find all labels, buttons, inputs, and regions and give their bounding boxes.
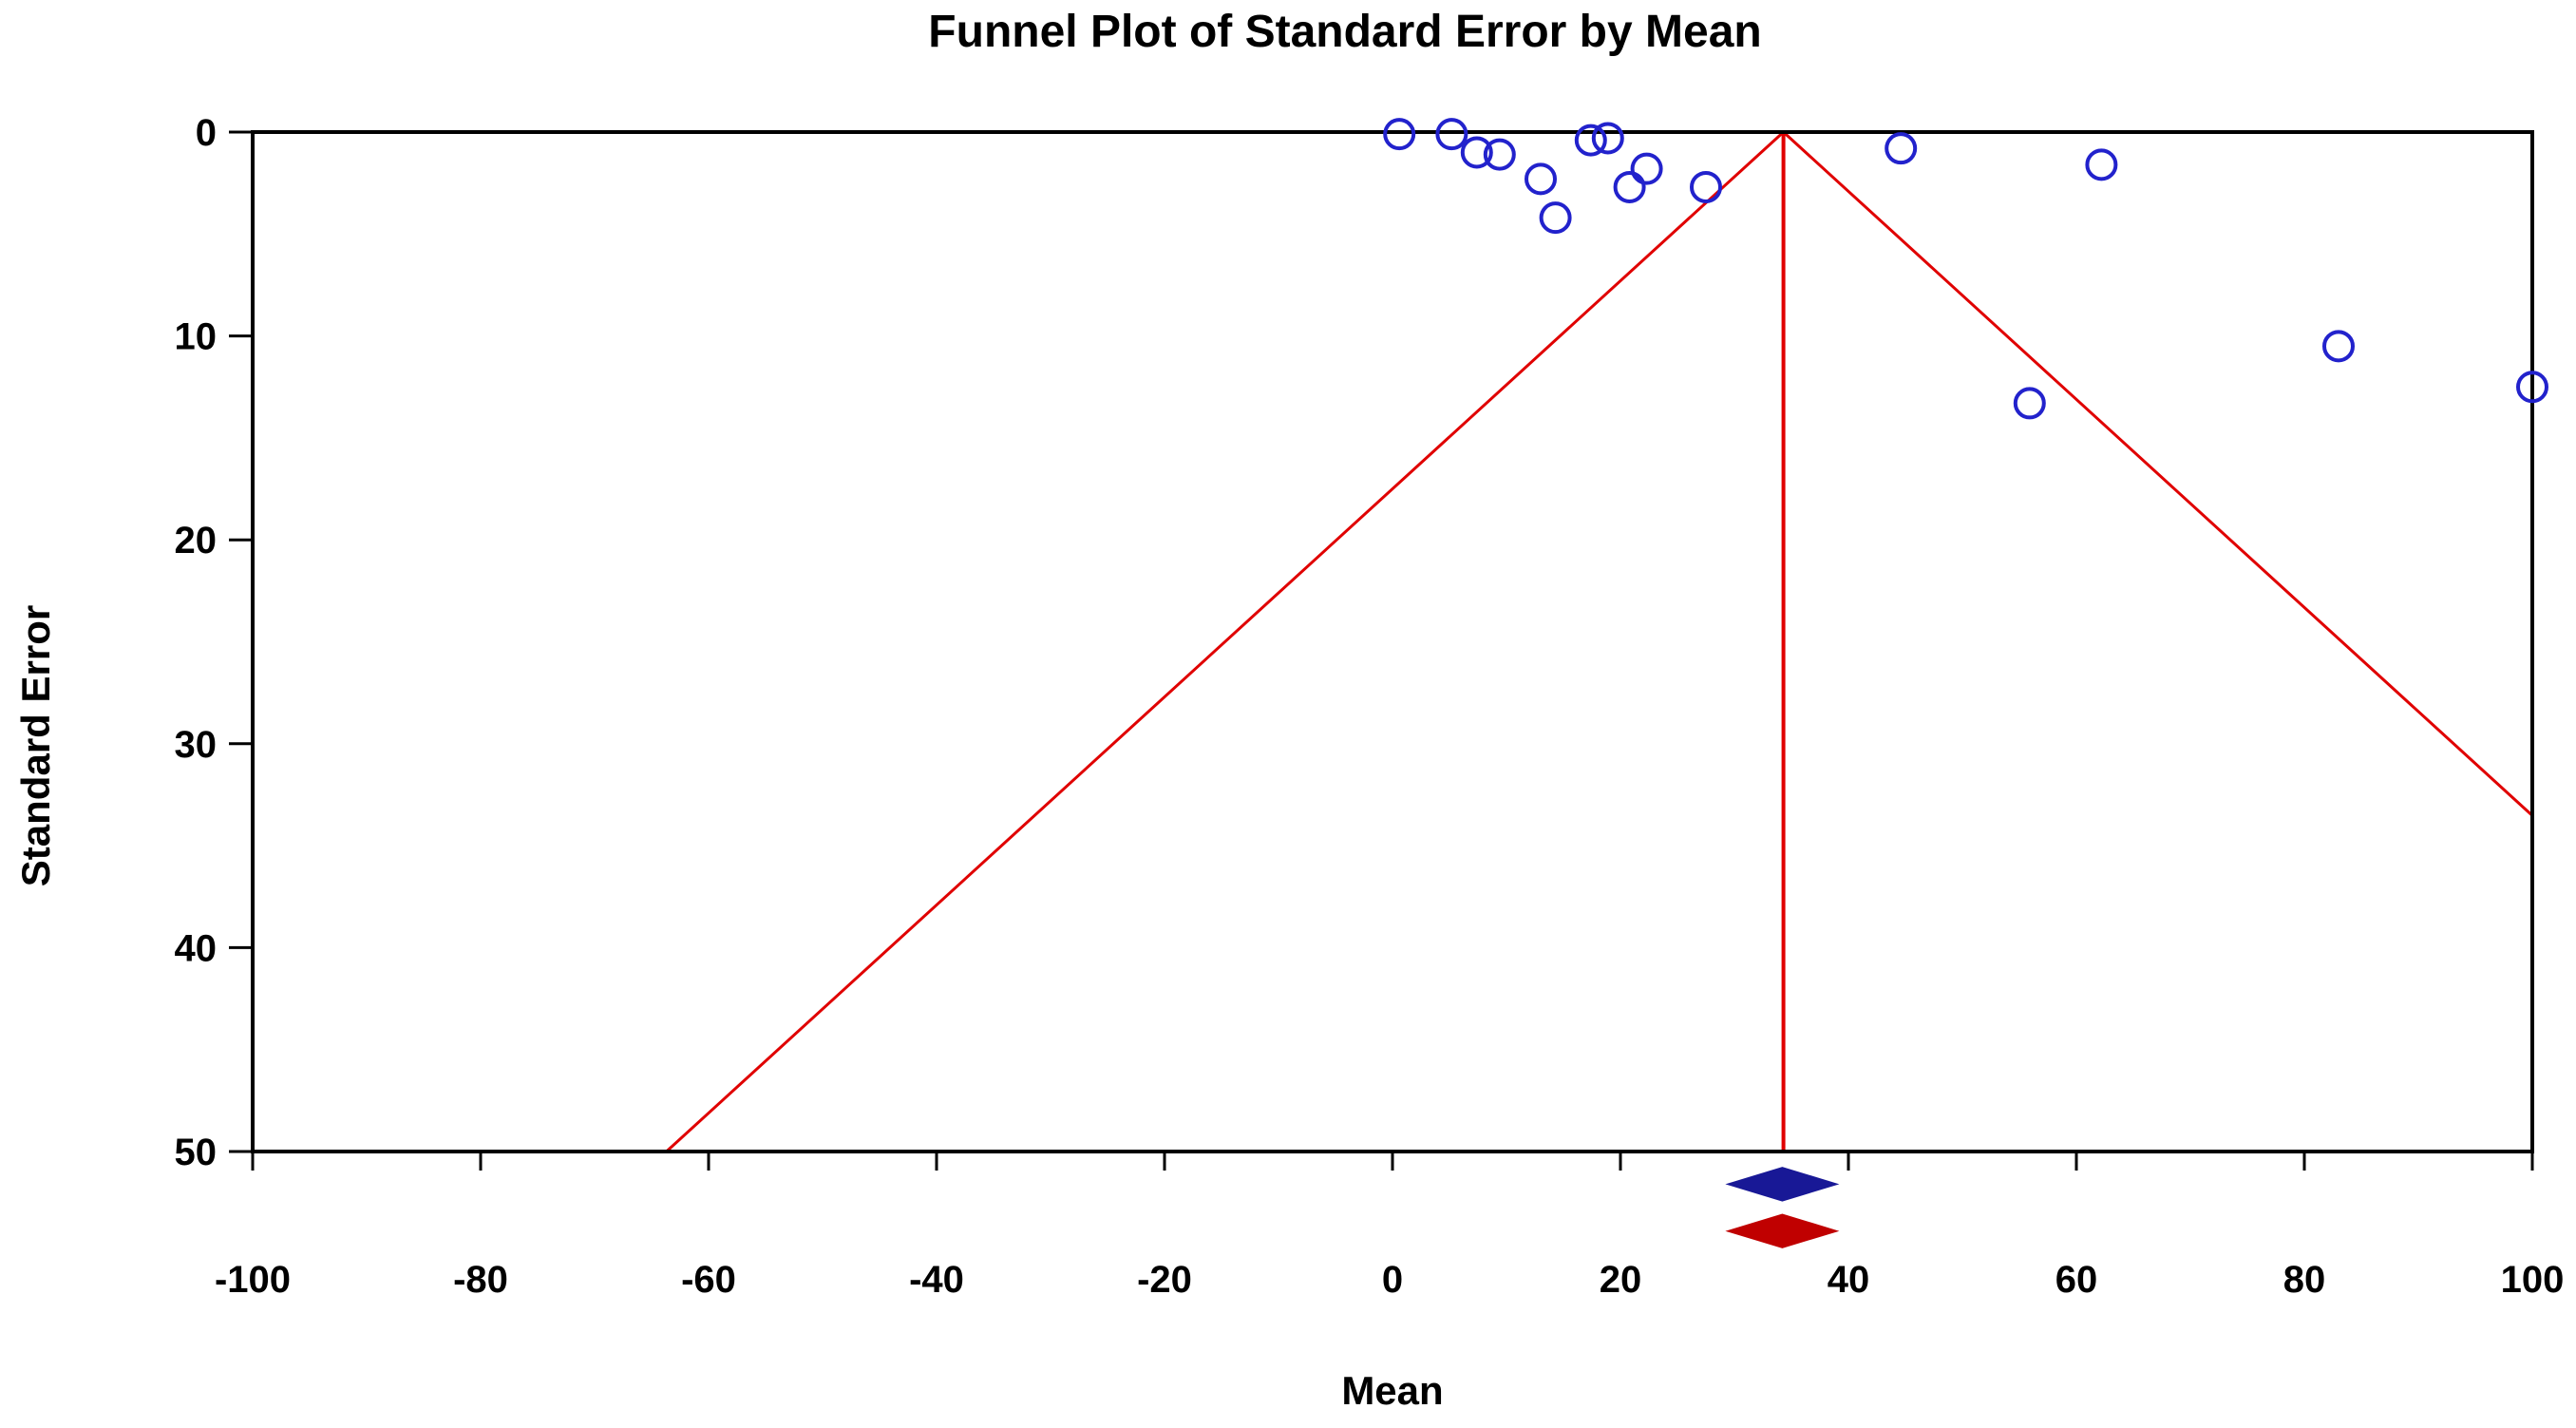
y-axis-tick-label: 30 <box>175 724 218 766</box>
funnel-right-boundary-line <box>1782 130 2534 817</box>
x-axis-tick-label: -80 <box>453 1259 508 1301</box>
study-data-point <box>1885 132 1918 165</box>
x-axis-tick-label: -100 <box>215 1259 291 1301</box>
x-axis-tick-label: -40 <box>909 1259 964 1301</box>
x-axis-tick-label: 20 <box>1600 1259 1642 1301</box>
study-data-point <box>1483 138 1516 171</box>
x-axis-tick-label: 80 <box>2283 1259 2326 1301</box>
x-axis-tick-label: -20 <box>1137 1259 1192 1301</box>
x-axis-tick-label: 100 <box>2501 1259 2565 1301</box>
y-axis-tick-label: 10 <box>175 316 218 358</box>
study-data-point <box>2013 387 2046 420</box>
study-data-point <box>1460 136 1493 169</box>
study-data-point <box>1690 170 1722 203</box>
funnel-left-boundary-line <box>665 130 1785 1153</box>
y-axis-tick-label: 40 <box>175 927 218 969</box>
x-axis-title: Mean <box>1341 1368 1444 1413</box>
study-data-point <box>2085 148 2118 181</box>
plot-border <box>251 130 2534 1153</box>
x-axis-tick-label: 60 <box>2055 1259 2098 1301</box>
summary-diamond-fixed-effect <box>1725 1167 1840 1202</box>
study-data-point <box>1613 170 1646 203</box>
study-data-point <box>1383 118 1416 151</box>
study-data-point <box>1435 118 1468 151</box>
x-axis-tick-label: -60 <box>681 1259 736 1301</box>
summary-diamond-random-effects <box>1725 1213 1840 1248</box>
x-axis-tick-label: 40 <box>1828 1259 1870 1301</box>
study-data-point <box>2516 371 2548 404</box>
study-data-point <box>1539 201 1572 235</box>
x-axis-tick-label: 0 <box>1382 1259 1403 1301</box>
y-axis-tick-label: 50 <box>175 1132 218 1173</box>
study-data-point <box>2322 330 2355 363</box>
study-data-point <box>1574 124 1607 157</box>
study-data-point <box>1591 122 1624 155</box>
chart-title: Funnel Plot of Standard Error by Mean <box>928 7 1762 57</box>
y-axis-tick-label: 0 <box>196 112 217 154</box>
study-data-point <box>1630 152 1663 185</box>
y-axis-tick-label: 20 <box>175 520 218 562</box>
study-data-point <box>1525 162 1557 196</box>
